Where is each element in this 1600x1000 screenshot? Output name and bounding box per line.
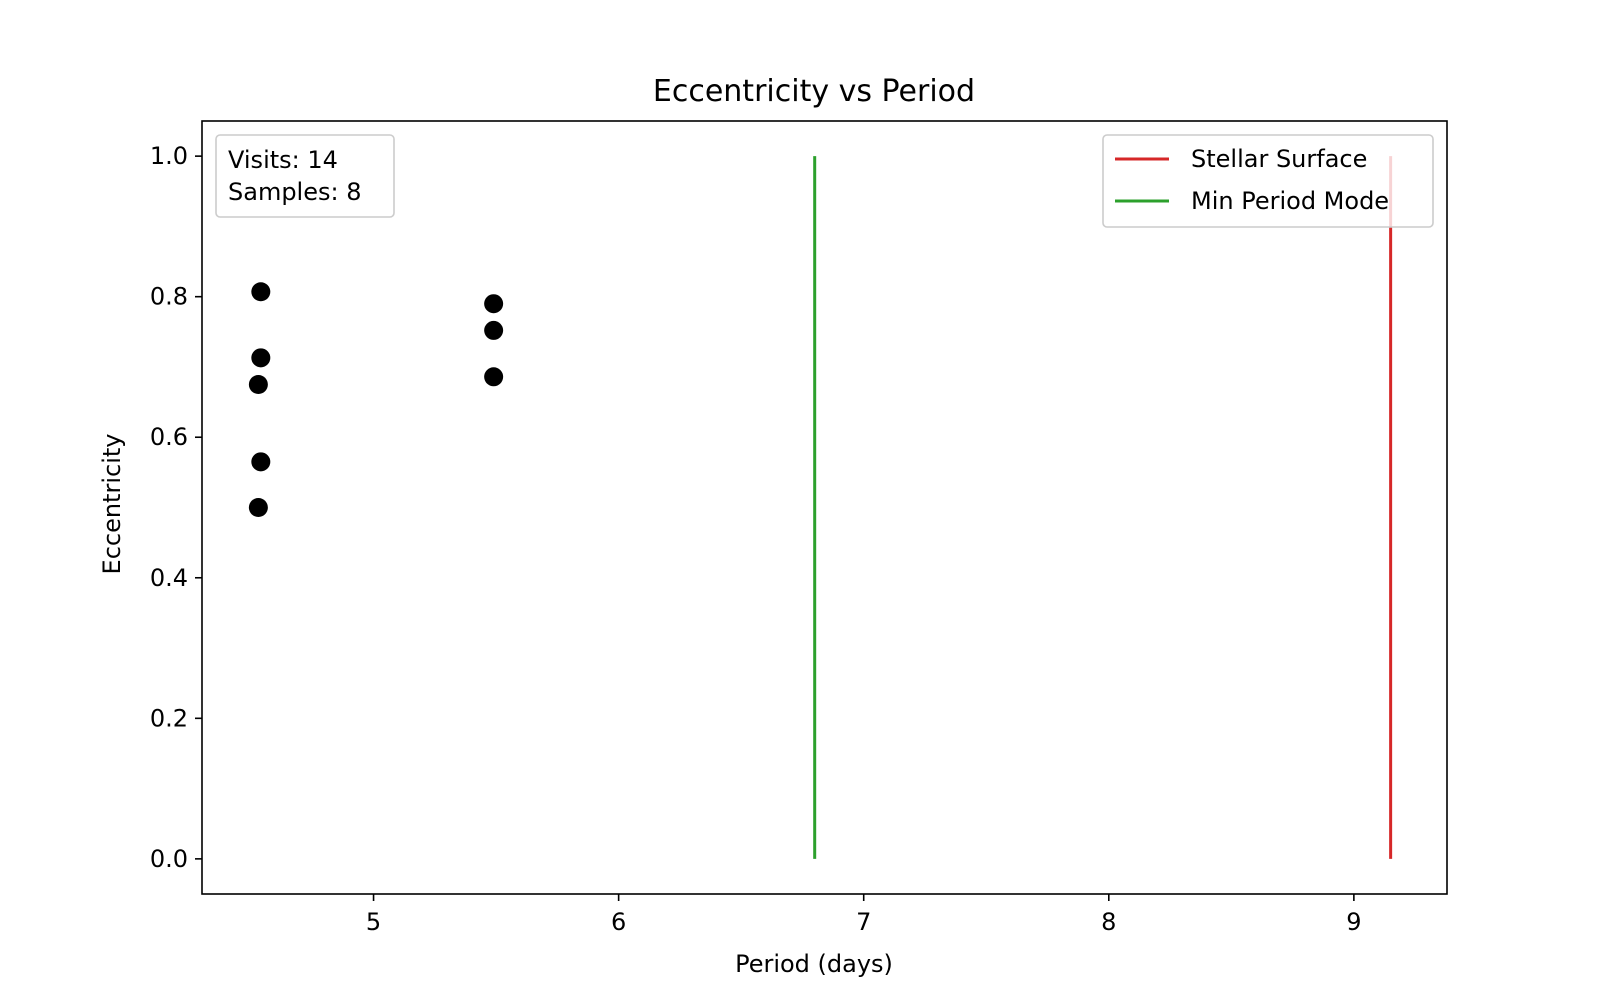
- data-point: [251, 452, 271, 472]
- axes-frame: [201, 120, 1448, 895]
- y-tick-label: 0.0: [150, 845, 188, 873]
- info-box-line: Samples: 8: [228, 178, 361, 206]
- y-tick-label: 0.6: [150, 423, 188, 451]
- legend: Stellar Surface Min Period Mode: [1102, 134, 1434, 228]
- info-box: Visits: 14 Samples: 8: [215, 134, 395, 218]
- x-axis-label: Period (days): [735, 950, 893, 978]
- x-tick-label: 8: [1101, 908, 1116, 936]
- chart-title: Eccentricity vs Period: [653, 74, 975, 109]
- data-point: [251, 348, 271, 368]
- y-tick-label: 0.4: [150, 564, 188, 592]
- legend-frame: [1102, 134, 1434, 228]
- x-tick-label: 6: [611, 908, 626, 936]
- x-tick-label: 7: [856, 908, 871, 936]
- data-point: [484, 320, 504, 340]
- x-tick-label: 5: [366, 908, 381, 936]
- info-box-frame: [215, 134, 395, 218]
- x-tick-label: 9: [1346, 908, 1361, 936]
- legend-label: Min Period Mode: [1191, 187, 1389, 215]
- y-tick-label: 0.2: [150, 704, 188, 732]
- legend-label: Stellar Surface: [1191, 145, 1367, 173]
- info-box-line: Visits: 14: [228, 146, 338, 174]
- data-point: [484, 367, 504, 387]
- plot-area: 5 6 7 8 9 0.0 0.2 0.4 0.6 0.8 1.0: [150, 120, 1448, 936]
- data-point: [248, 375, 268, 395]
- data-point: [484, 294, 504, 314]
- data-point: [251, 282, 271, 302]
- y-axis-label: Eccentricity: [98, 434, 126, 575]
- y-tick-label: 0.8: [150, 283, 188, 311]
- y-tick-label: 1.0: [150, 142, 188, 170]
- data-point: [248, 498, 268, 517]
